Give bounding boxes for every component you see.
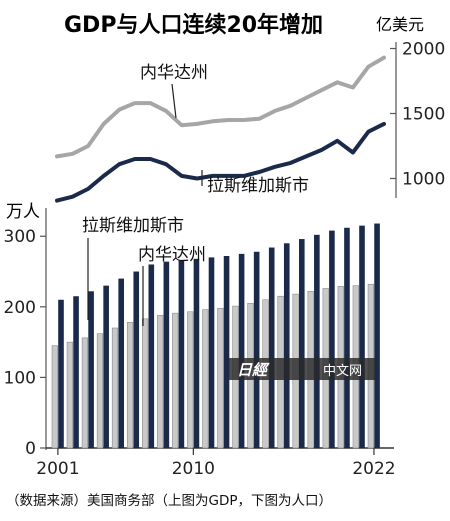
watermark-logo-glyphs: 日經 bbox=[237, 361, 270, 379]
gdp-line-nevada bbox=[55, 55, 386, 159]
pop-bar-nevada bbox=[172, 312, 179, 449]
pop-label-vegas: 拉斯维加斯市 bbox=[82, 216, 184, 236]
pop-bar-vegas bbox=[329, 230, 335, 448]
gdp-label-nevada: 内华达州 bbox=[140, 63, 208, 83]
pop-bar-nevada bbox=[51, 345, 58, 449]
gdp-label-nevada-leader bbox=[171, 83, 177, 119]
pop-bar-vegas bbox=[283, 243, 290, 448]
source-note: （数据来源）美国商务部（上图为GDP，下图为人口） bbox=[6, 493, 332, 509]
pop-bar-vegas bbox=[374, 223, 380, 448]
gdp-y-tick-label: 1000 bbox=[402, 170, 445, 190]
pop-unit-label: 万人 bbox=[6, 202, 40, 222]
pop-bar-nevada bbox=[81, 337, 88, 449]
pop-bar-vegas bbox=[73, 296, 79, 448]
pop-bar-vegas bbox=[118, 278, 124, 448]
pop-bar-nevada bbox=[187, 311, 194, 449]
pop-bar-vegas bbox=[193, 258, 200, 448]
pop-y-tick-label: 0 bbox=[25, 439, 36, 459]
pop-label-nevada: 内华达州 bbox=[138, 245, 206, 265]
pop-bar-vegas bbox=[148, 264, 155, 448]
gdp-line-vegas bbox=[55, 121, 386, 203]
gdp-chart-title: GDP与人口连续20年增加 bbox=[64, 12, 323, 38]
pop-bar-nevada bbox=[142, 318, 149, 449]
pop-y-tick-label: 100 bbox=[4, 368, 36, 388]
pop-bar-vegas bbox=[208, 257, 215, 448]
pop-bar-nevada bbox=[126, 322, 134, 449]
gdp-y-tick-label: 2000 bbox=[402, 40, 445, 60]
pop-bar-nevada bbox=[66, 341, 73, 449]
pop-bar-vegas bbox=[58, 299, 64, 448]
pop-bar-vegas bbox=[223, 256, 230, 448]
pop-x-tick-label: 2022 bbox=[352, 459, 395, 479]
pop-y-tick-label: 200 bbox=[4, 298, 36, 318]
pop-bar-vegas bbox=[268, 247, 275, 448]
pop-bar-vegas bbox=[103, 285, 109, 448]
gdp-unit-label: 亿美元 bbox=[376, 15, 424, 34]
pop-bar-vegas bbox=[253, 251, 260, 448]
pop-bar-vegas bbox=[359, 225, 365, 448]
pop-x-tick-label: 2010 bbox=[172, 459, 215, 479]
pop-bar-vegas bbox=[299, 239, 305, 448]
pop-bar-vegas bbox=[88, 291, 94, 448]
pop-bar-vegas bbox=[133, 271, 140, 448]
pop-x-tick-label: 2001 bbox=[36, 459, 79, 479]
gdp-label-vegas: 拉斯维加斯市 bbox=[207, 176, 309, 196]
gdp-y-ticks: 2000 1500 1000 bbox=[390, 40, 445, 190]
pop-y-tick-label: 300 bbox=[4, 227, 36, 247]
pop-y-ticks: 0 100 200 300 bbox=[4, 227, 46, 459]
pop-bars bbox=[51, 223, 380, 449]
watermark-text: 中文网 bbox=[323, 364, 362, 379]
pop-bar-vegas bbox=[344, 227, 350, 448]
pop-bar-nevada bbox=[157, 314, 164, 449]
pop-bar-nevada bbox=[111, 327, 119, 449]
pop-bar-vegas bbox=[314, 234, 320, 448]
gdp-series-lines bbox=[55, 55, 386, 203]
pop-bar-nevada bbox=[217, 307, 224, 449]
pop-bar-nevada bbox=[96, 333, 104, 449]
pop-bar-vegas bbox=[238, 253, 245, 448]
gdp-y-tick-label: 1500 bbox=[402, 105, 445, 125]
pop-bar-nevada bbox=[202, 309, 209, 449]
pop-bar-vegas bbox=[178, 260, 185, 448]
pop-bar-vegas bbox=[163, 261, 170, 448]
watermark: 日經 中文网 bbox=[229, 358, 376, 380]
pop-x-ticks: 2001 2010 2022 bbox=[36, 448, 396, 479]
